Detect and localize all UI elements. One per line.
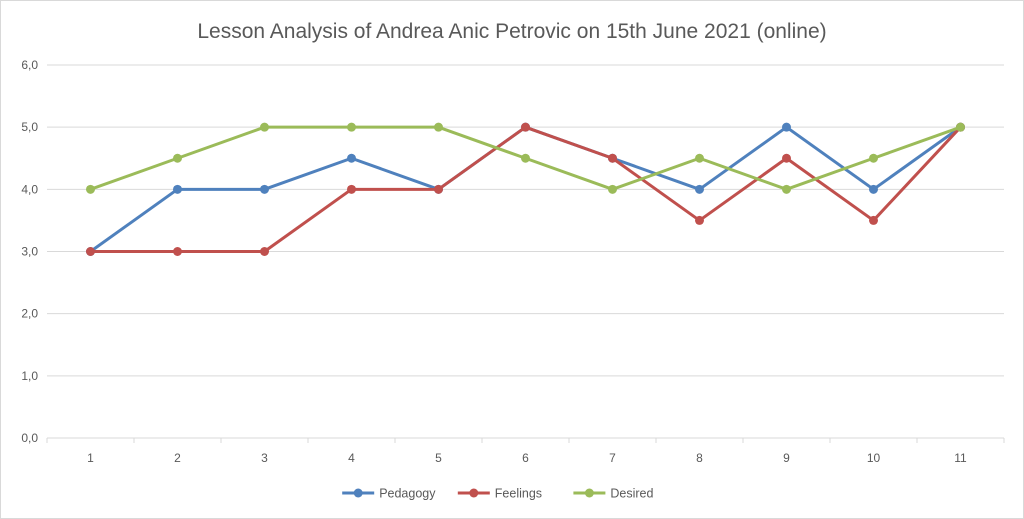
data-point-desired: [956, 122, 965, 132]
y-tick-label: 1,0: [21, 369, 38, 383]
data-point-desired: [434, 122, 443, 132]
x-tick-label: 2: [174, 451, 181, 465]
x-tick-label: 10: [867, 451, 881, 465]
data-point-feelings: [347, 184, 356, 194]
x-tick-label: 6: [522, 451, 529, 465]
data-point-feelings: [260, 247, 269, 256]
y-axis-tick-labels: 0,0 1,0 2,0 3,0 4,0 5,0 6,0: [21, 58, 38, 445]
legend-item-pedagogy: Pedagogy: [342, 487, 436, 501]
y-tick-label: 3,0: [21, 245, 38, 259]
data-point-desired: [608, 184, 617, 194]
chart-title: Lesson Analysis of Andrea Anic Petrovic …: [197, 20, 826, 43]
data-point-pedagogy: [782, 122, 791, 132]
data-point-feelings: [782, 153, 791, 163]
series-desired: [86, 122, 965, 194]
legend-label: Desired: [610, 487, 653, 501]
data-point-desired: [782, 184, 791, 194]
x-tick-label: 7: [609, 451, 616, 465]
data-point-desired: [521, 153, 530, 163]
y-tick-label: 5,0: [21, 120, 38, 134]
data-point-pedagogy: [695, 184, 704, 194]
x-tick-label: 5: [435, 451, 442, 465]
data-point-desired: [695, 153, 704, 163]
legend-item-desired: Desired: [573, 487, 654, 501]
legend-swatch-marker: [469, 488, 479, 498]
data-point-feelings: [869, 215, 878, 225]
x-tick-label: 1: [87, 451, 94, 465]
x-axis-tick-labels: 1 2 3 4 5 6 7 8 9 10 11: [46, 438, 1005, 465]
data-point-feelings: [434, 184, 443, 194]
legend-label: Feelings: [495, 487, 542, 501]
x-tick-label: 9: [783, 451, 790, 465]
x-tick-label: 3: [261, 451, 268, 465]
data-point-feelings: [695, 215, 704, 225]
series-lines: [86, 122, 965, 256]
legend: Pedagogy Feelings Desired: [342, 487, 654, 501]
y-tick-label: 2,0: [21, 307, 38, 321]
x-tick-label: 11: [954, 451, 967, 465]
data-point-feelings: [608, 153, 617, 163]
data-point-pedagogy: [173, 184, 182, 194]
y-tick-label: 6,0: [21, 58, 38, 72]
data-point-desired: [869, 153, 878, 163]
y-tick-label: 0,0: [21, 431, 38, 445]
x-tick-label: 4: [348, 451, 355, 465]
legend-swatch-marker: [353, 488, 363, 498]
data-point-feelings: [173, 247, 182, 256]
legend-swatch-marker: [584, 488, 594, 498]
data-point-desired: [347, 122, 356, 132]
data-point-feelings: [86, 247, 95, 256]
data-point-desired: [260, 122, 269, 132]
legend-item-feelings: Feelings: [457, 487, 542, 501]
data-point-pedagogy: [869, 184, 878, 194]
data-point-desired: [173, 153, 182, 163]
data-point-pedagogy: [260, 184, 269, 194]
data-point-pedagogy: [347, 153, 356, 163]
data-point-feelings: [521, 122, 530, 132]
data-point-desired: [86, 184, 95, 194]
legend-label: Pedagogy: [379, 487, 436, 501]
x-tick-label: 8: [696, 451, 703, 465]
y-tick-label: 4,0: [21, 182, 38, 196]
